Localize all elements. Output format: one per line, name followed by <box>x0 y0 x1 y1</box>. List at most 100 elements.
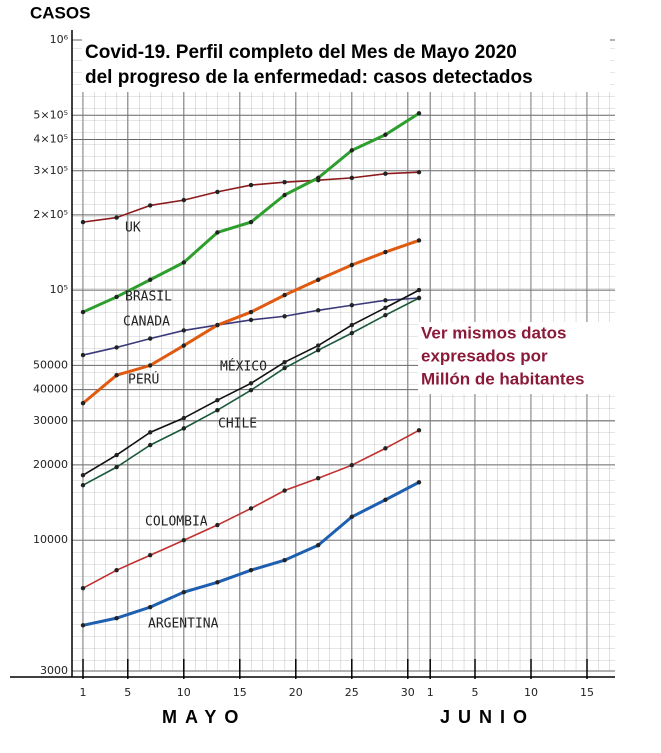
point <box>215 230 220 235</box>
point <box>282 292 287 298</box>
annotation-background <box>418 322 618 394</box>
point <box>181 538 186 543</box>
y-tick-label: 3000 <box>40 664 68 677</box>
point <box>349 148 354 153</box>
annotation: Millón de habitantes <box>421 369 584 388</box>
y-axis-label: CASOS <box>30 3 90 22</box>
point <box>416 170 422 175</box>
point <box>215 322 220 328</box>
y-tick-label: 4×10⁵ <box>33 133 68 146</box>
point <box>114 215 119 220</box>
point <box>349 514 354 520</box>
series-label: CANADA <box>123 315 170 330</box>
point <box>316 476 321 481</box>
point <box>416 287 422 293</box>
x-tick-label: 15 <box>233 686 247 699</box>
point <box>148 430 153 435</box>
series-label: COLOMBIA <box>145 515 208 530</box>
point <box>383 497 388 503</box>
point <box>282 180 287 185</box>
point <box>148 277 153 282</box>
point <box>316 277 321 282</box>
point <box>349 322 354 328</box>
point <box>282 314 287 319</box>
point <box>248 387 254 393</box>
point <box>248 567 254 573</box>
y-tick-label: 50000 <box>33 358 68 371</box>
series-label: PERÚ <box>128 372 159 388</box>
point <box>383 446 388 451</box>
point <box>181 260 186 265</box>
point <box>181 415 186 421</box>
point <box>114 567 119 573</box>
x-tick-label: 1 <box>427 686 434 699</box>
series-label: MÉXICO <box>220 359 267 375</box>
point <box>416 428 422 433</box>
point <box>248 381 254 386</box>
point <box>80 585 86 591</box>
x-tick-label: 5 <box>472 686 479 699</box>
point <box>282 365 287 371</box>
point <box>148 203 153 208</box>
point <box>181 343 186 348</box>
chart-title: Covid-19. Perfil completo del Mes de May… <box>85 42 517 63</box>
point <box>80 623 86 628</box>
point <box>80 352 86 358</box>
point <box>349 262 354 268</box>
point <box>80 401 86 406</box>
point <box>282 359 287 365</box>
point <box>416 111 422 116</box>
point <box>215 408 220 413</box>
point <box>181 426 186 431</box>
point <box>215 189 220 195</box>
point <box>383 171 388 176</box>
point <box>248 317 254 323</box>
point <box>248 182 254 188</box>
point <box>248 309 254 315</box>
month-label: MAYO <box>162 707 246 727</box>
point <box>349 303 354 308</box>
x-tick-label: 10 <box>524 686 538 699</box>
y-tick-label: 20000 <box>33 458 68 471</box>
point <box>349 330 354 336</box>
annotation: expresados por <box>421 346 548 365</box>
y-tick-label: 10⁶ <box>50 33 69 46</box>
point <box>114 615 119 621</box>
point <box>316 308 321 313</box>
series-label: ARGENTINA <box>148 617 219 632</box>
point <box>80 472 86 478</box>
point <box>282 192 287 198</box>
series-label: UK <box>125 221 141 236</box>
point <box>80 482 86 488</box>
point <box>282 488 287 493</box>
point <box>114 372 119 378</box>
point <box>248 219 254 225</box>
point <box>215 397 220 403</box>
point <box>181 328 186 333</box>
point <box>114 452 119 458</box>
point <box>383 132 388 137</box>
point <box>383 298 388 303</box>
series-label: BRASIL <box>125 290 172 305</box>
point <box>215 522 220 528</box>
point <box>416 238 422 243</box>
point <box>148 363 153 368</box>
x-tick-label: 10 <box>177 686 191 699</box>
point <box>215 580 220 585</box>
x-tick-label: 15 <box>580 686 594 699</box>
x-tick-label: 1 <box>80 686 87 699</box>
point <box>248 506 254 511</box>
y-tick-label: 10⁵ <box>50 283 68 296</box>
point <box>148 336 153 341</box>
annotation: Ver mismos datos <box>421 323 567 342</box>
point <box>316 348 321 353</box>
point <box>416 480 422 485</box>
y-tick-label: 10000 <box>33 533 68 546</box>
point <box>316 343 321 348</box>
point <box>114 294 119 300</box>
y-tick-label: 5×10⁵ <box>33 108 68 121</box>
title-background <box>82 36 610 92</box>
y-tick-label: 2×10⁵ <box>33 208 68 221</box>
point <box>148 604 153 610</box>
